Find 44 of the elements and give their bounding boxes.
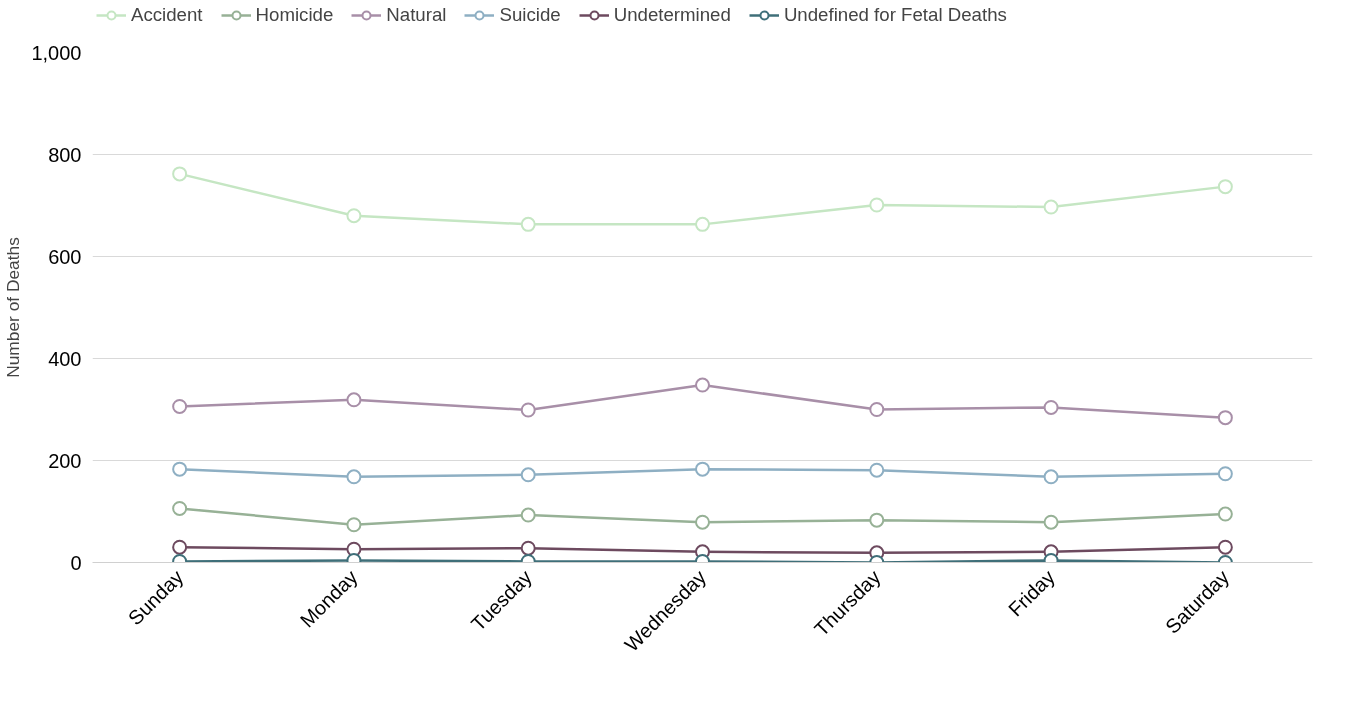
point <box>695 461 710 477</box>
point <box>520 540 536 556</box>
point <box>1217 410 1233 426</box>
point <box>1217 539 1233 555</box>
point <box>172 398 188 414</box>
point <box>1043 469 1059 485</box>
point <box>1217 466 1233 482</box>
point <box>520 507 536 523</box>
point <box>1043 199 1059 215</box>
point <box>869 462 885 478</box>
y-tick-label: 400 <box>48 347 82 370</box>
point <box>695 514 710 530</box>
point <box>520 467 536 483</box>
y-tick-label: 0 <box>70 551 82 574</box>
point <box>869 512 885 528</box>
legend-label: Homicide <box>255 4 334 26</box>
point <box>869 197 885 213</box>
point <box>1217 506 1233 522</box>
point <box>346 392 362 408</box>
point <box>1043 514 1059 530</box>
point <box>869 402 885 417</box>
point <box>695 377 710 393</box>
legend-label: Undetermined <box>613 4 731 26</box>
point <box>346 208 362 224</box>
point <box>346 469 362 485</box>
y-tick-label: 1,000 <box>31 41 82 64</box>
legend-label: Natural <box>386 4 447 26</box>
point <box>520 216 536 232</box>
point <box>172 539 188 555</box>
point <box>695 216 710 232</box>
y-tick-label: 600 <box>48 245 82 268</box>
point <box>1217 179 1233 195</box>
legend-label: Accident <box>131 4 203 26</box>
point <box>520 402 536 418</box>
y-tick-label: 800 <box>48 143 82 166</box>
point <box>172 461 188 477</box>
point <box>172 166 188 182</box>
y-axis-title: Number of Deaths <box>3 236 24 378</box>
point <box>1043 399 1059 415</box>
legend-label: Suicide <box>499 4 561 26</box>
point <box>172 500 188 516</box>
y-tick-label: 200 <box>48 449 82 472</box>
legend-label: Undefined for Fetal Deaths <box>783 4 1007 26</box>
point <box>346 517 362 533</box>
